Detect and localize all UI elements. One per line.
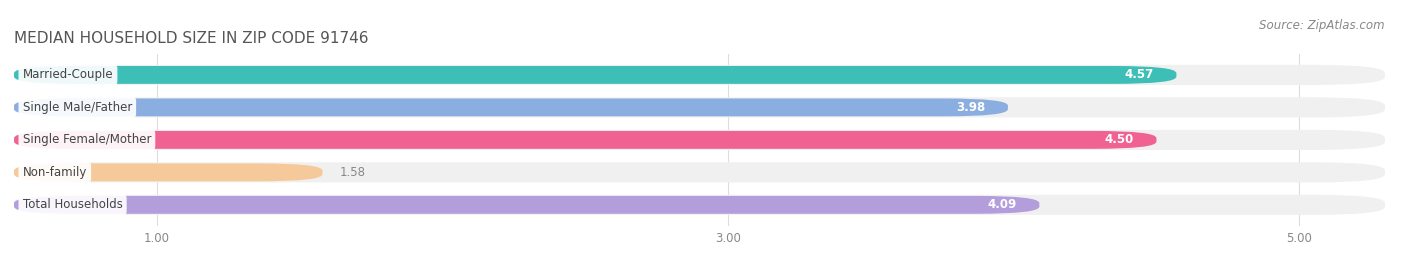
- FancyBboxPatch shape: [14, 130, 1385, 150]
- Text: Single Female/Mother: Single Female/Mother: [22, 133, 150, 146]
- FancyBboxPatch shape: [14, 66, 1177, 84]
- FancyBboxPatch shape: [14, 97, 1385, 118]
- Text: Single Male/Father: Single Male/Father: [22, 101, 132, 114]
- Text: Source: ZipAtlas.com: Source: ZipAtlas.com: [1260, 19, 1385, 32]
- Text: 4.09: 4.09: [987, 198, 1017, 211]
- FancyBboxPatch shape: [14, 131, 1157, 149]
- Text: 1.58: 1.58: [340, 166, 366, 179]
- FancyBboxPatch shape: [14, 164, 322, 181]
- Text: 4.50: 4.50: [1104, 133, 1133, 146]
- Text: Married-Couple: Married-Couple: [22, 68, 114, 82]
- FancyBboxPatch shape: [14, 162, 1385, 182]
- FancyBboxPatch shape: [14, 195, 1385, 215]
- Text: 4.57: 4.57: [1125, 68, 1153, 82]
- Text: MEDIAN HOUSEHOLD SIZE IN ZIP CODE 91746: MEDIAN HOUSEHOLD SIZE IN ZIP CODE 91746: [14, 31, 368, 46]
- FancyBboxPatch shape: [14, 196, 1039, 214]
- Text: Non-family: Non-family: [22, 166, 87, 179]
- Text: Total Households: Total Households: [22, 198, 122, 211]
- FancyBboxPatch shape: [14, 65, 1385, 85]
- Text: 3.98: 3.98: [956, 101, 986, 114]
- FancyBboxPatch shape: [14, 98, 1008, 116]
